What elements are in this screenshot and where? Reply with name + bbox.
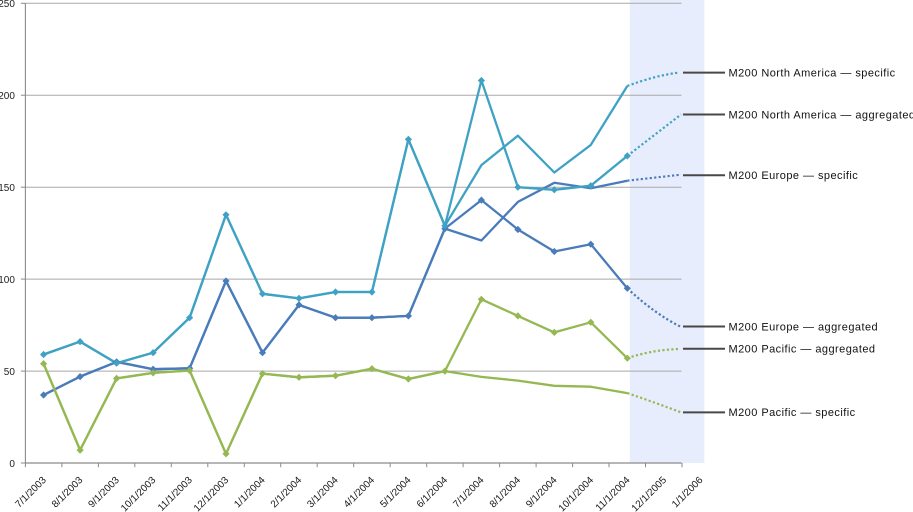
svg-text:11/1/2003: 11/1/2003 xyxy=(156,475,195,512)
svg-text:100: 100 xyxy=(0,275,15,286)
svg-text:8/1/2003: 8/1/2003 xyxy=(50,475,86,511)
svg-text:M200 Europe — specific: M200 Europe — specific xyxy=(729,170,859,182)
svg-text:1/1/2006: 1/1/2006 xyxy=(670,475,706,511)
svg-text:200: 200 xyxy=(0,91,15,102)
svg-text:10/1/2004: 10/1/2004 xyxy=(557,475,597,512)
svg-text:6/1/2004: 6/1/2004 xyxy=(415,475,451,511)
svg-text:M200 Europe — aggregated: M200 Europe — aggregated xyxy=(729,321,879,333)
svg-text:150: 150 xyxy=(0,183,15,194)
svg-text:10/1/2003: 10/1/2003 xyxy=(119,475,159,512)
svg-text:12/1/2005: 12/1/2005 xyxy=(630,475,670,512)
svg-text:11/1/2004: 11/1/2004 xyxy=(594,475,633,512)
svg-text:9/1/2003: 9/1/2003 xyxy=(87,475,123,511)
svg-text:50: 50 xyxy=(4,367,16,378)
svg-text:9/1/2004: 9/1/2004 xyxy=(524,475,560,511)
svg-text:12/1/2003: 12/1/2003 xyxy=(192,475,232,512)
svg-text:250: 250 xyxy=(0,0,15,10)
svg-text:8/1/2004: 8/1/2004 xyxy=(488,475,524,511)
svg-text:M200 Pacific — specific: M200 Pacific — specific xyxy=(729,407,856,419)
svg-text:7/1/2004: 7/1/2004 xyxy=(451,475,487,511)
svg-text:2/1/2004: 2/1/2004 xyxy=(269,475,305,511)
svg-text:3/1/2004: 3/1/2004 xyxy=(305,475,341,511)
svg-text:4/1/2004: 4/1/2004 xyxy=(342,475,378,511)
svg-text:M200 North America — aggregate: M200 North America — aggregated xyxy=(729,109,913,121)
svg-text:M200 Pacific — aggregated: M200 Pacific — aggregated xyxy=(729,344,876,356)
svg-text:7/1/2003: 7/1/2003 xyxy=(14,475,50,511)
svg-text:5/1/2004: 5/1/2004 xyxy=(378,475,414,511)
svg-text:M200 North America — specific: M200 North America — specific xyxy=(729,67,896,79)
svg-text:0: 0 xyxy=(9,459,15,470)
svg-text:1/1/2004: 1/1/2004 xyxy=(232,475,268,511)
